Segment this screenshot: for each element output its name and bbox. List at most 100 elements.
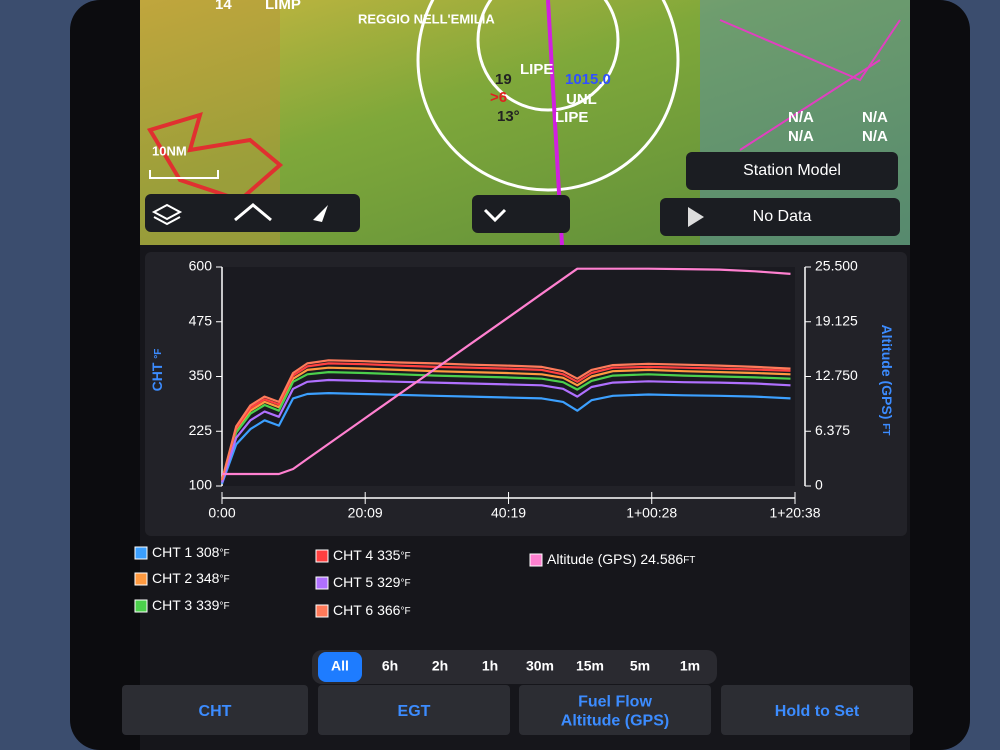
- direction-icon[interactable]: [313, 205, 328, 222]
- range-option[interactable]: 1m: [680, 658, 700, 674]
- legend-entry: CHT 6 366°F: [333, 602, 411, 618]
- legend-entry: CHT 4 335°F: [333, 547, 411, 563]
- y2-tick-label: 12.750: [815, 367, 858, 383]
- station-temp: 19: [495, 71, 512, 88]
- layers-icon[interactable]: [151, 203, 183, 226]
- series-line: [220, 371, 791, 482]
- y2-tick-label: 19.125: [815, 312, 858, 328]
- tab-button[interactable]: [122, 685, 308, 735]
- legend-reading: 339: [196, 597, 220, 613]
- legend-reading: 335: [377, 547, 401, 563]
- map-na: N/A: [788, 128, 814, 145]
- legend-reading: 366: [377, 602, 401, 618]
- range-option[interactable]: 1h: [482, 658, 498, 674]
- legend-swatch: [134, 546, 148, 560]
- tab-label: CHT: [199, 703, 232, 720]
- legend-name: CHT 4: [333, 547, 373, 563]
- y2-axis-title: Altitude (GPS) FT: [879, 325, 895, 436]
- range-selected: [318, 652, 362, 682]
- legend-unit: °F: [400, 606, 410, 617]
- map-na: N/A: [788, 109, 814, 126]
- map-label: LIMP: [265, 0, 301, 13]
- y-tick-label: 100: [189, 477, 213, 493]
- legend-unit: °F: [400, 551, 410, 562]
- play-icon[interactable]: [688, 207, 704, 227]
- map-scale: 10NM: [152, 143, 187, 158]
- button-label: Station Model: [743, 162, 841, 179]
- x-tick-label: 20:09: [348, 505, 383, 521]
- range-option[interactable]: 6h: [382, 658, 398, 674]
- range-option[interactable]: 5m: [630, 658, 650, 674]
- axis-title: CHT: [149, 362, 165, 391]
- y-tick-label: 350: [189, 367, 213, 383]
- station-id: LIPE: [520, 61, 553, 78]
- axis-unit: FT: [880, 423, 891, 435]
- series-line: [220, 359, 791, 481]
- legend-swatch: [315, 604, 329, 618]
- profile-icon[interactable]: [234, 203, 272, 222]
- tab-label: Fuel Flow: [578, 694, 652, 711]
- axis-title: Altitude (GPS): [879, 325, 895, 420]
- legend-unit: °F: [219, 574, 229, 585]
- map-label: REGGIO NELL'EMILIA: [358, 11, 495, 26]
- station-vis: >6: [490, 89, 507, 106]
- tab-label: Altitude (GPS): [561, 713, 669, 730]
- legend-name: CHT 3: [152, 597, 192, 613]
- x-tick-label: 1+20:38: [770, 505, 821, 521]
- legend-swatch: [315, 549, 329, 563]
- x-tick-label: 0:00: [208, 505, 235, 521]
- legend-swatch: [134, 599, 148, 613]
- legend-name: CHT 2: [152, 570, 192, 586]
- playback-label: No Data: [753, 208, 812, 225]
- legend-swatch: [134, 572, 148, 586]
- map-na: N/A: [862, 109, 888, 126]
- legend-entry: Altitude (GPS) 24.586FT: [547, 551, 695, 567]
- y-tick-label: 600: [189, 258, 213, 274]
- range-option[interactable]: All: [331, 658, 349, 674]
- legend-unit: °F: [400, 578, 410, 589]
- legend-unit: °F: [219, 548, 229, 559]
- legend-reading: 24.586: [640, 551, 683, 567]
- legend-reading: 308: [196, 544, 220, 560]
- x-tick-label: 1+00:28: [626, 505, 677, 521]
- toolbar-group[interactable]: [145, 194, 360, 232]
- axis-unit: °F: [153, 349, 164, 359]
- legend-name: CHT 5: [333, 574, 373, 590]
- legend-unit: °F: [219, 601, 229, 612]
- legend-name: CHT 6: [333, 602, 373, 618]
- collapse-icon[interactable]: [483, 208, 507, 223]
- series-line: [220, 366, 791, 481]
- y2-tick-label: 6.375: [815, 422, 850, 438]
- legend-unit: FT: [683, 555, 695, 566]
- tab-button[interactable]: [721, 685, 913, 735]
- station-ceiling: UNL: [566, 91, 597, 108]
- legend-entry: CHT 5 329°F: [333, 574, 411, 590]
- legend-name: Altitude (GPS): [547, 551, 636, 567]
- tab-button[interactable]: [318, 685, 510, 735]
- map-label: 14: [215, 0, 232, 13]
- tab-button[interactable]: [519, 685, 711, 735]
- range-option[interactable]: 2h: [432, 658, 448, 674]
- y-tick-label: 225: [189, 422, 213, 438]
- legend-entry: CHT 1 308°F: [152, 544, 230, 560]
- map-na: N/A: [862, 128, 888, 145]
- range-option[interactable]: 15m: [576, 658, 604, 674]
- map-toolbar: Station Model No Data: [145, 152, 900, 236]
- station-dew: 13°: [497, 108, 520, 125]
- range-options: All 6h 2h 1h 30m 15m 5m 1m: [318, 652, 700, 682]
- range-option[interactable]: 30m: [526, 658, 554, 674]
- toolbar-group[interactable]: [472, 195, 570, 233]
- scale-bar: [149, 170, 219, 179]
- station-model-button[interactable]: [686, 152, 898, 190]
- playback-bar[interactable]: [660, 198, 900, 236]
- y2-tick-label: 25.500: [815, 258, 858, 274]
- station-pressure: 1015.0: [565, 71, 611, 88]
- legend-reading: 329: [377, 574, 401, 590]
- range-ring: [476, 0, 620, 112]
- station-id: LIPE: [555, 109, 588, 126]
- tab-label: EGT: [398, 703, 431, 720]
- legend-entry: CHT 2 348°F: [152, 570, 230, 586]
